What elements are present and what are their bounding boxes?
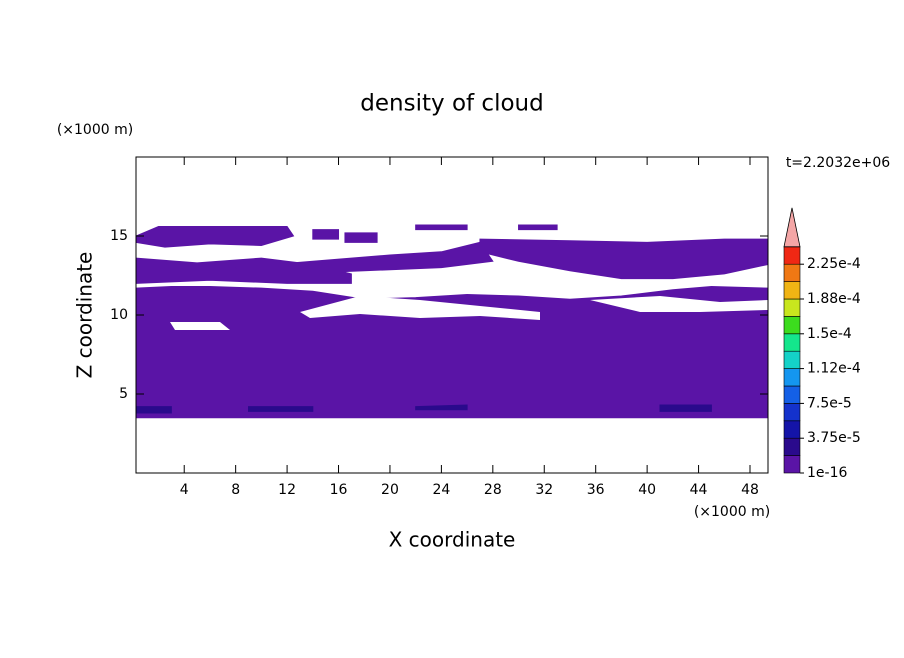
colorbar-band: [783, 385, 801, 404]
cloud-region: [235, 241, 494, 275]
colorbar-band: [783, 368, 801, 387]
x-tick-label: 12: [278, 482, 296, 498]
x-tick-label: 4: [180, 482, 189, 498]
colorbar-label: 1.88e-4: [807, 291, 861, 307]
chart-title: density of cloud: [360, 91, 543, 117]
colorbar-label: 1e-16: [807, 465, 847, 481]
y-tick-label: 15: [110, 228, 128, 244]
colorbar-label: 1.5e-4: [807, 326, 852, 342]
y-unit: (×1000 m): [57, 122, 133, 138]
x-axis-label: X coordinate: [389, 528, 516, 552]
cloud-region: [312, 229, 340, 240]
y-tick-label: 5: [119, 386, 128, 402]
y-axis-label: Z coordinate: [73, 252, 97, 379]
colorbar-band: [783, 263, 801, 282]
cloud-region: [518, 224, 558, 231]
colorbar-band: [783, 350, 801, 369]
y-tick-label: 10: [110, 307, 128, 323]
cloud-gaps: [170, 296, 768, 330]
cloud-region: [248, 406, 314, 412]
colorbar-label: 2.25e-4: [807, 256, 861, 272]
colorbar-label: 1.12e-4: [807, 361, 861, 377]
x-tick-label: 44: [690, 482, 708, 498]
colorbar-band: [783, 420, 801, 439]
gap: [170, 322, 230, 330]
x-tick-label: 48: [741, 482, 759, 498]
colorbar-band: [783, 333, 801, 352]
gap: [300, 296, 540, 320]
colorbar-band: [783, 281, 801, 300]
gap: [590, 296, 768, 312]
colorbar-band: [783, 246, 801, 265]
colorbar-extend: [783, 207, 801, 248]
x-tick-label: 20: [381, 482, 399, 498]
colorbar-label: 7.5e-5: [807, 395, 852, 411]
colorbar-band: [783, 403, 801, 422]
cloud-region: [659, 404, 712, 412]
cloud-region: [136, 406, 172, 414]
x-tick-label: 36: [587, 482, 605, 498]
colorbar-band: [783, 437, 801, 456]
cloud-region: [415, 224, 468, 231]
colorbar-band: [783, 316, 801, 335]
x-tick-label: 8: [231, 482, 240, 498]
cloud-region: [136, 226, 295, 248]
x-tick-label: 24: [432, 482, 450, 498]
x-unit: (×1000 m): [694, 504, 770, 520]
cloud-region: [479, 238, 768, 280]
cloud-region: [344, 232, 378, 243]
contour-field: [136, 224, 768, 419]
x-tick-label: 40: [638, 482, 656, 498]
x-tick-label: 28: [484, 482, 502, 498]
colorbar-label: 3.75e-5: [807, 430, 861, 446]
cloud-region: [136, 286, 768, 419]
colorbar-band: [783, 455, 801, 474]
time-annotation: t=2.2032e+06: [786, 155, 890, 171]
x-tick-label: 32: [535, 482, 553, 498]
cloud-region: [415, 404, 468, 411]
x-tick-label: 16: [330, 482, 348, 498]
colorbar-band: [783, 298, 801, 317]
